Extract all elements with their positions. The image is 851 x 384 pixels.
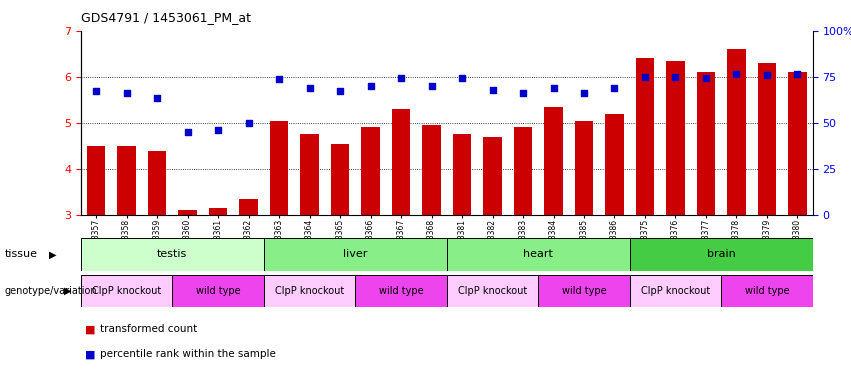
Point <box>363 83 377 89</box>
Point <box>211 127 225 133</box>
Text: testis: testis <box>157 249 187 260</box>
Bar <box>453 134 471 215</box>
Bar <box>605 114 624 215</box>
Bar <box>483 137 501 215</box>
Bar <box>331 144 349 215</box>
Point <box>394 74 408 81</box>
Point <box>608 85 621 91</box>
Text: wild type: wild type <box>379 286 423 296</box>
Bar <box>81 238 264 271</box>
Bar <box>630 238 813 271</box>
Text: wild type: wild type <box>745 286 789 296</box>
Bar <box>148 151 166 215</box>
Text: GDS4791 / 1453061_PM_at: GDS4791 / 1453061_PM_at <box>81 12 251 25</box>
Bar <box>270 121 288 215</box>
Bar <box>179 210 197 215</box>
Bar <box>757 63 776 215</box>
Bar <box>788 72 807 215</box>
Bar <box>697 72 715 215</box>
Text: liver: liver <box>343 249 368 260</box>
Bar <box>666 61 684 215</box>
Bar <box>362 127 380 215</box>
Text: ClpP knockout: ClpP knockout <box>458 286 527 296</box>
Point <box>760 72 774 78</box>
Point <box>180 129 194 135</box>
Point <box>669 74 683 80</box>
Bar <box>422 125 441 215</box>
Bar <box>728 49 745 215</box>
Text: genotype/variation: genotype/variation <box>4 286 97 296</box>
Point <box>334 88 347 94</box>
Bar <box>538 275 630 307</box>
Point <box>729 71 743 78</box>
Bar <box>630 275 721 307</box>
Point <box>120 90 134 96</box>
Bar <box>574 121 593 215</box>
Text: brain: brain <box>707 249 735 260</box>
Text: transformed count: transformed count <box>100 324 197 334</box>
Text: wild type: wild type <box>562 286 606 296</box>
Point <box>455 75 469 81</box>
Text: tissue: tissue <box>4 249 37 260</box>
Text: ClpP knockout: ClpP knockout <box>275 286 344 296</box>
Point <box>242 120 255 126</box>
Point <box>577 90 591 96</box>
Bar <box>636 58 654 215</box>
Text: ▶: ▶ <box>49 249 57 260</box>
Bar <box>264 275 355 307</box>
Bar <box>514 127 532 215</box>
Bar <box>239 199 258 215</box>
Point <box>303 85 317 91</box>
Bar <box>209 208 227 215</box>
Point <box>791 71 804 78</box>
Bar <box>264 238 447 271</box>
Bar <box>87 146 106 215</box>
Bar <box>117 146 135 215</box>
Point <box>638 74 652 80</box>
Text: ClpP knockout: ClpP knockout <box>92 286 161 296</box>
Bar <box>545 107 563 215</box>
Bar <box>81 275 172 307</box>
Text: ClpP knockout: ClpP knockout <box>641 286 710 296</box>
Point <box>486 87 500 93</box>
Point <box>89 88 103 94</box>
Text: ■: ■ <box>85 324 95 334</box>
Bar <box>355 275 447 307</box>
Bar <box>447 238 630 271</box>
Point <box>425 83 438 89</box>
Text: heart: heart <box>523 249 553 260</box>
Bar <box>300 134 318 215</box>
Bar <box>721 275 813 307</box>
Text: ■: ■ <box>85 349 95 359</box>
Bar <box>391 109 410 215</box>
Point <box>151 94 164 101</box>
Bar <box>447 275 538 307</box>
Point <box>700 75 713 81</box>
Point <box>272 76 286 82</box>
Point <box>546 85 560 91</box>
Bar <box>172 275 264 307</box>
Point <box>517 90 530 96</box>
Text: percentile rank within the sample: percentile rank within the sample <box>100 349 276 359</box>
Text: wild type: wild type <box>196 286 240 296</box>
Text: ▶: ▶ <box>64 286 71 296</box>
